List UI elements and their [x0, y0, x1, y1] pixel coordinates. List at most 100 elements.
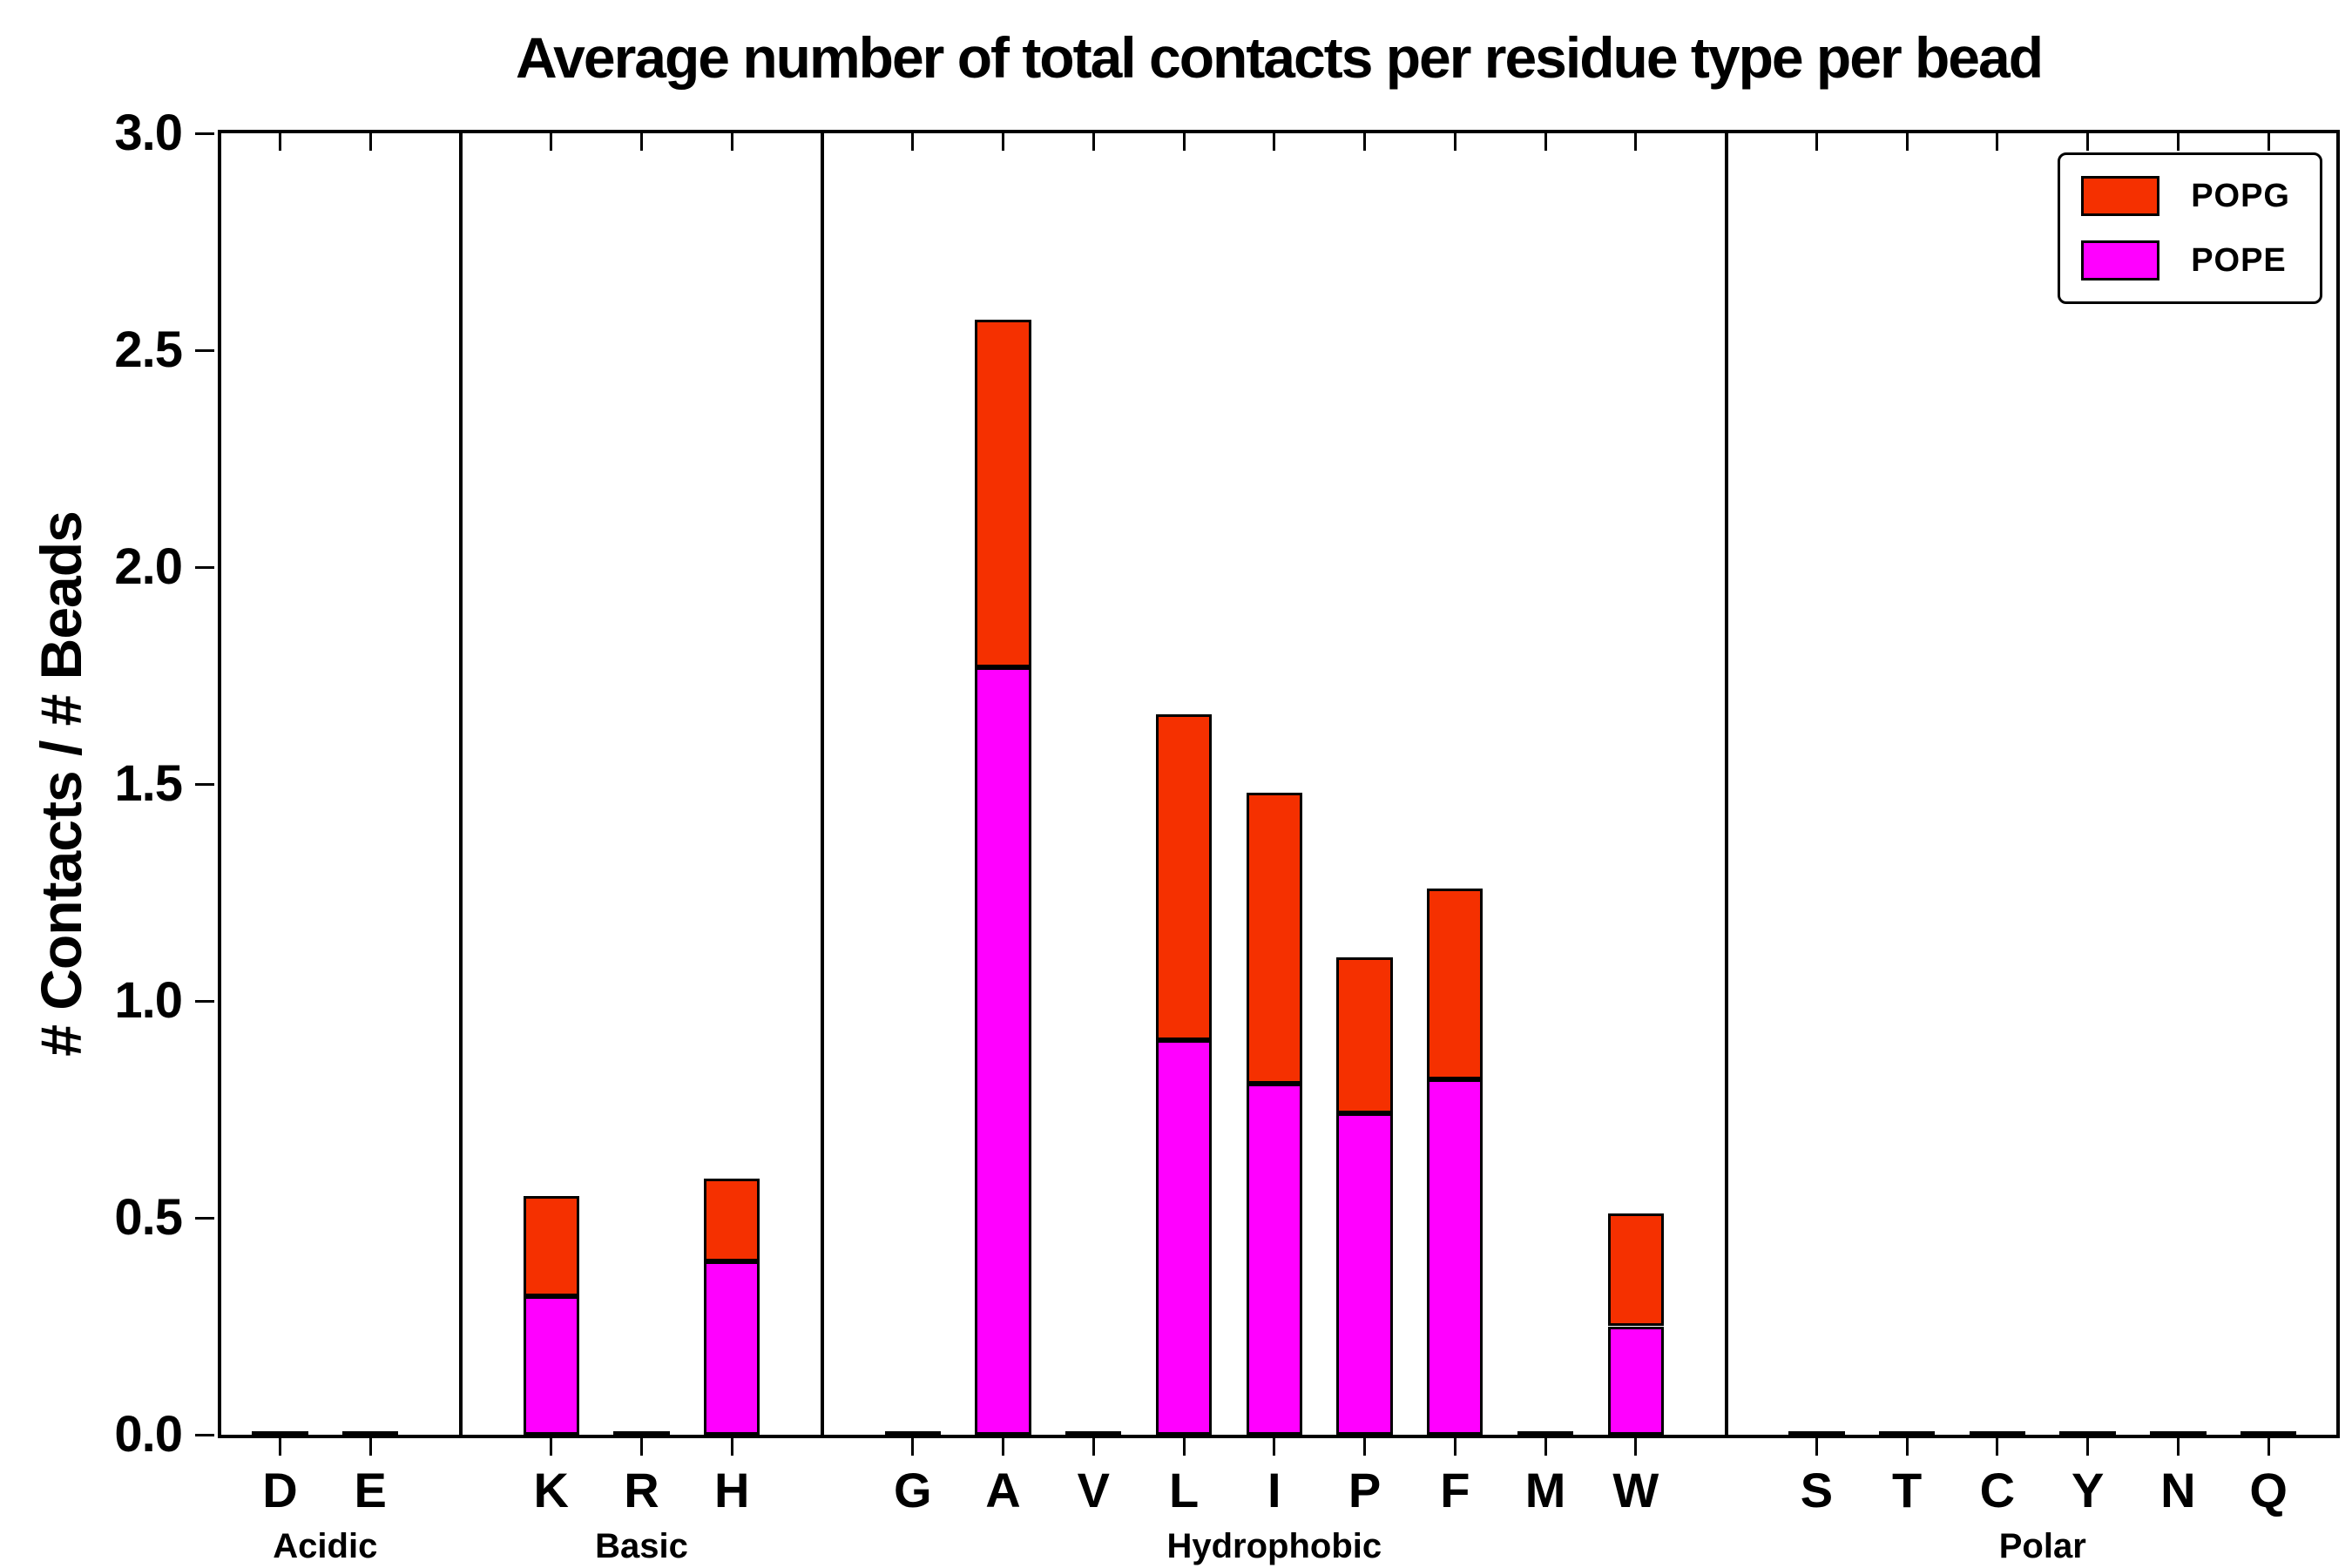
bar-segment-popg: [1336, 957, 1393, 1114]
zero-bar: [252, 1431, 308, 1435]
x-tick-top: [1092, 133, 1095, 151]
x-tick-label: G: [893, 1463, 932, 1517]
x-tick-bottom: [1634, 1438, 1638, 1456]
x-tick-label: F: [1440, 1463, 1470, 1517]
x-tick-label: Q: [2249, 1463, 2288, 1517]
x-tick-top: [550, 133, 553, 151]
bar-segment-popg: [704, 1179, 760, 1261]
y-tick: [195, 132, 214, 135]
zero-bar: [1065, 1431, 1122, 1435]
x-tick-bottom: [1092, 1438, 1095, 1456]
y-tick-label: 2.0: [114, 538, 183, 595]
bar-segment-popg: [1607, 1213, 1665, 1327]
x-tick-label: D: [262, 1463, 298, 1517]
x-tick-label: E: [354, 1463, 387, 1517]
x-tick-bottom: [278, 1438, 281, 1456]
x-tick-label: V: [1077, 1463, 1110, 1517]
bar-segment-popg: [1246, 792, 1302, 1084]
y-tick-label: 1.0: [114, 972, 183, 1029]
x-tick-top: [730, 133, 733, 151]
x-tick-top: [2267, 133, 2270, 151]
x-tick-label: C: [1979, 1463, 2016, 1517]
x-tick-bottom: [2267, 1438, 2270, 1456]
x-tick-label: L: [1168, 1463, 1200, 1517]
legend-label: POPG: [2191, 177, 2290, 214]
x-tick-top: [368, 133, 372, 151]
x-tick-label: I: [1267, 1463, 1281, 1517]
x-tick-top: [1273, 133, 1276, 151]
x-tick-top: [1634, 133, 1638, 151]
x-tick-bottom: [1544, 1438, 1547, 1456]
x-tick-bottom: [1453, 1438, 1456, 1456]
bar-segment-popg: [1155, 714, 1213, 1040]
x-tick-bottom: [1996, 1438, 1999, 1456]
bar-segment-pope: [1155, 1039, 1213, 1435]
x-tick-label: W: [1612, 1463, 1659, 1517]
zero-bar: [1969, 1431, 2026, 1435]
x-tick-bottom: [550, 1438, 553, 1456]
x-tick-top: [278, 133, 281, 151]
x-tick-bottom: [2086, 1438, 2090, 1456]
group-separator: [821, 133, 824, 1435]
y-tick-label: 3.0: [114, 105, 183, 161]
zero-bar: [1878, 1431, 1936, 1435]
x-tick-label: P: [1348, 1463, 1382, 1517]
x-tick-top: [911, 133, 915, 151]
x-tick-top: [1996, 133, 1999, 151]
plot-area: POPG POPE 0.0 0.5 1.0 1.5 2.0 2.5 3.0 D E K R H G A V L I…: [114, 108, 2340, 1564]
x-tick-label: M: [1524, 1463, 1566, 1517]
x-tick-bottom: [1002, 1438, 1005, 1456]
x-tick-label: Y: [2071, 1463, 2105, 1517]
x-tick-top: [1815, 133, 1818, 151]
x-tick-label: N: [2160, 1463, 2196, 1517]
zero-bar: [1517, 1431, 1574, 1435]
x-tick-bottom: [368, 1438, 372, 1456]
x-tick-label: A: [985, 1463, 1021, 1517]
y-tick: [195, 1216, 214, 1220]
legend-swatch-popg: [2081, 176, 2160, 216]
bar-segment-pope: [1427, 1078, 1484, 1435]
x-tick-top: [639, 133, 643, 151]
group-label: Hydrophobic: [1166, 1527, 1382, 1565]
x-tick-label: T: [1892, 1463, 1923, 1517]
legend-swatch-pope: [2081, 240, 2160, 280]
legend-label: POPE: [2191, 241, 2287, 279]
y-tick: [195, 1433, 214, 1436]
bar-segment-popg: [1427, 888, 1484, 1079]
zero-bar: [2059, 1431, 2116, 1435]
zero-bar: [1788, 1431, 1845, 1435]
x-tick-bottom: [2176, 1438, 2180, 1456]
x-tick-bottom: [1182, 1438, 1186, 1456]
zero-bar: [2240, 1431, 2297, 1435]
x-tick-top: [2176, 133, 2180, 151]
y-tick-label: 0.5: [114, 1189, 183, 1246]
bar-segment-pope: [704, 1260, 760, 1435]
zero-bar: [342, 1431, 399, 1435]
y-tick: [195, 782, 214, 786]
x-tick-bottom: [1815, 1438, 1818, 1456]
bar-segment-popg: [975, 320, 1031, 667]
x-tick-top: [1453, 133, 1456, 151]
y-tick-label: 2.5: [114, 321, 183, 378]
x-tick-label: H: [714, 1463, 750, 1517]
bar-segment-pope: [1246, 1083, 1302, 1435]
x-tick-top: [1544, 133, 1547, 151]
zero-bar: [884, 1431, 941, 1435]
group-label: Acidic: [273, 1527, 378, 1565]
legend: POPG POPE: [2058, 152, 2322, 304]
y-tick-label: 1.5: [114, 755, 183, 812]
legend-item-popg: POPG: [2081, 176, 2290, 216]
x-tick-bottom: [639, 1438, 643, 1456]
chart-title: Average number of total contacts per res…: [515, 25, 2044, 90]
x-tick-label: R: [624, 1463, 659, 1517]
x-tick-bottom: [1273, 1438, 1276, 1456]
x-tick-bottom: [1905, 1438, 1909, 1456]
group-separator: [1724, 133, 1728, 1435]
bar-segment-pope: [1607, 1326, 1665, 1435]
y-tick: [195, 348, 214, 352]
x-tick-bottom: [911, 1438, 915, 1456]
x-tick-top: [1905, 133, 1909, 151]
x-tick-label: K: [533, 1463, 569, 1517]
x-tick-top: [1363, 133, 1367, 151]
